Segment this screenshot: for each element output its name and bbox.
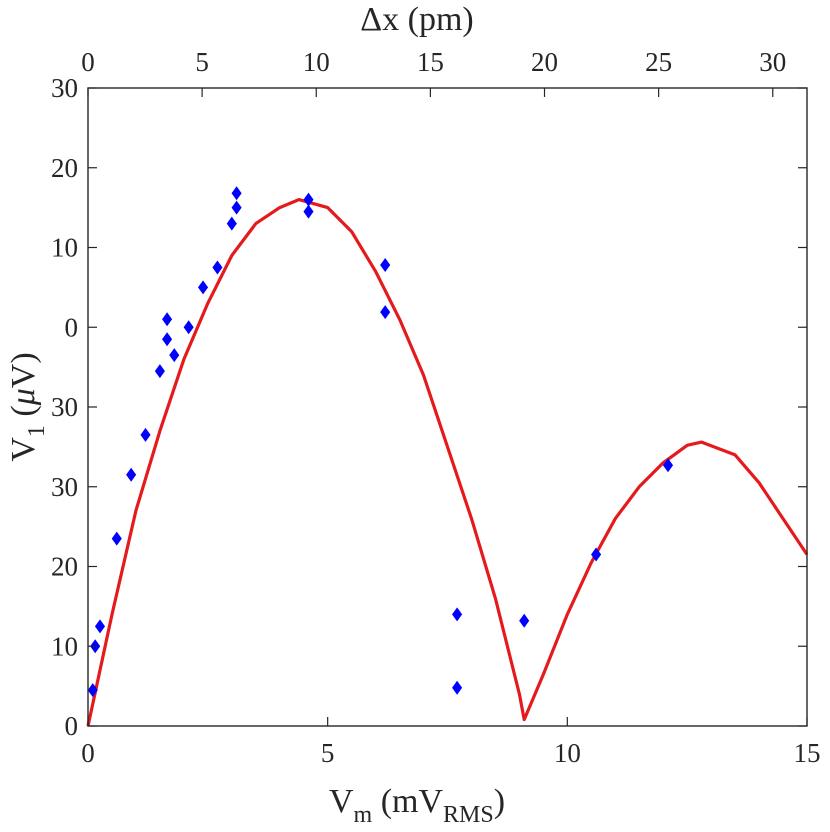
data-point <box>154 364 165 379</box>
data-point <box>380 258 391 273</box>
top-x-tick-label: 15 <box>417 47 444 77</box>
data-point <box>126 467 137 482</box>
y-axis-label-base: V <box>5 437 42 462</box>
data-point <box>226 216 237 231</box>
x-axis-label-sub: m <box>354 802 373 828</box>
x-tick-label: 0 <box>81 738 95 768</box>
y-tick-label: 0 <box>65 312 79 342</box>
top-x-tick-label: 10 <box>303 47 330 77</box>
x-axis-label-unit-sub: RMS <box>443 802 494 828</box>
data-point <box>94 619 106 634</box>
data-point <box>231 200 242 215</box>
data-point <box>212 260 223 275</box>
y-axis-label: V1 (μV) <box>5 352 50 461</box>
y-tick-label: 30 <box>51 392 78 422</box>
data-point <box>183 320 194 335</box>
x-tick-label: 15 <box>794 738 821 768</box>
data-point <box>452 680 463 695</box>
data-point <box>231 186 242 201</box>
data-point <box>162 312 173 327</box>
y-axis-label-mu: μ <box>5 388 42 406</box>
data-point <box>519 613 530 628</box>
data-point <box>198 280 209 295</box>
data-point <box>452 607 463 622</box>
x-axis-label-unit: (mV <box>372 783 443 820</box>
top-x-tick-label: 20 <box>531 47 558 77</box>
plot-frame <box>87 87 808 727</box>
x-tick-label: 10 <box>554 738 581 768</box>
y-tick-label: 10 <box>51 233 78 263</box>
data-point <box>303 192 314 207</box>
y-axis-label-unit: V) <box>5 352 42 388</box>
data-point <box>162 332 173 347</box>
top-axis-label: Δx (pm) <box>360 1 473 38</box>
top-x-tick-label: 30 <box>759 47 786 77</box>
fit-curve <box>86 198 809 727</box>
y-tick-label: 20 <box>51 153 78 183</box>
data-point <box>662 458 674 473</box>
top-x-tick-label: 0 <box>81 47 95 77</box>
data-point <box>87 683 98 698</box>
x-axis-label-base: V <box>329 783 354 820</box>
data-point <box>303 204 314 219</box>
data-point <box>111 531 122 546</box>
top-x-tick-label: 5 <box>195 47 209 77</box>
y-tick-label: 0 <box>65 711 79 741</box>
top-x-tick-label: 25 <box>645 47 672 77</box>
y-axis-label-paren: ( <box>5 405 42 425</box>
data-point <box>591 547 602 562</box>
y-tick-label: 10 <box>51 631 78 661</box>
y-tick-label: 30 <box>51 73 78 103</box>
plot-area <box>86 186 809 727</box>
y-axis-label-sub: 1 <box>24 425 50 437</box>
y-tick-label: 30 <box>51 472 78 502</box>
data-point <box>380 305 391 320</box>
y-tick-label: 20 <box>51 552 78 582</box>
x-tick-label: 5 <box>321 738 335 768</box>
x-axis-label: Vm (mVRMS) <box>329 783 505 828</box>
data-point <box>169 348 180 363</box>
x-axis-label-close: ) <box>494 783 505 820</box>
data-point <box>140 427 151 442</box>
